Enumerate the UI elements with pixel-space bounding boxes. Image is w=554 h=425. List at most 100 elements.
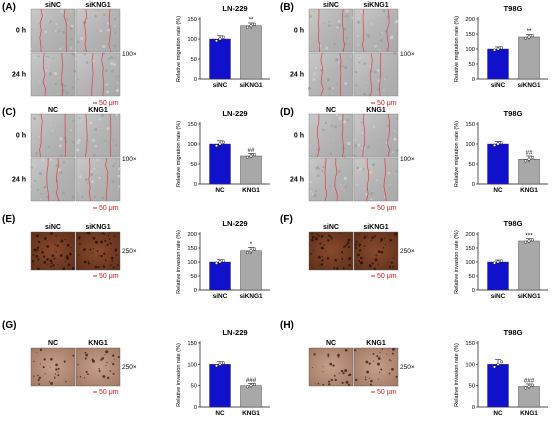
significance-marker: ###: [246, 377, 257, 384]
wound-micrograph: [353, 8, 399, 53]
panel-label: (E): [2, 214, 15, 225]
data-point: [499, 46, 504, 50]
bar: [209, 143, 231, 185]
wound-edge-line: [108, 8, 112, 53]
magnification-label: 250×: [122, 248, 137, 255]
wound-edge-line: [46, 157, 50, 202]
y-tick-label: 150: [187, 246, 197, 252]
scale-bar-label: 50 μm: [99, 389, 119, 396]
bar: [209, 261, 231, 291]
y-tick-label: 0: [194, 405, 197, 411]
significance-marker: ###: [524, 377, 535, 384]
transwell-micrograph: [75, 347, 121, 387]
wound-edge-line: [56, 157, 60, 202]
wound-edge-line: [39, 8, 43, 53]
y-tick-label: 100: [187, 260, 197, 266]
y-tick-label: 50: [191, 384, 197, 390]
group-label: NC: [48, 107, 58, 114]
group-label: siNC: [323, 224, 339, 231]
wound-micrograph: [75, 157, 121, 202]
y-axis-label: Relative invasion rate (%): [176, 230, 182, 294]
group-label: KNG1: [88, 107, 108, 114]
wound-micrograph: [30, 52, 76, 97]
data-point: [523, 386, 528, 390]
panel-label: (A): [2, 2, 16, 13]
panel-label: (G): [2, 320, 16, 331]
x-category-label: KNG1: [520, 410, 538, 417]
x-category-label: KNG1: [242, 187, 260, 194]
data-point: [492, 143, 497, 147]
data-point: [496, 362, 500, 366]
y-tick-label: 0: [194, 182, 197, 188]
scale-bar-label: 50 μm: [99, 100, 119, 107]
bar: [518, 386, 540, 408]
data-point: [499, 259, 504, 263]
wound-edge-line: [109, 113, 112, 158]
data-point: [245, 155, 250, 159]
data-point: [530, 155, 535, 159]
timepoint-label: 24 h: [290, 72, 304, 79]
x-category-label: siKNG1: [239, 293, 263, 300]
group-label: NC: [326, 340, 336, 347]
panel-a: (A) siNC siKNG1 0 h 24 h 100× 50 μm LN-229 Relat…: [2, 2, 270, 107]
wound-edge-line: [61, 52, 64, 97]
bar: [518, 36, 540, 80]
wound-edge-line: [63, 8, 67, 53]
data-point: [249, 24, 253, 28]
wound-edge-line: [339, 52, 342, 97]
data-point: [252, 382, 257, 387]
scale-bar-label: 50 μm: [377, 100, 397, 107]
data-point: [214, 144, 219, 148]
timepoint-label: 0 h: [16, 28, 26, 35]
x-category-label: NC: [493, 410, 503, 417]
magnification-label: 250×: [122, 364, 137, 371]
data-point: [218, 362, 222, 366]
bar: [487, 143, 509, 185]
group-label: siNC: [45, 2, 61, 9]
chart-title: LN-229: [222, 328, 247, 337]
wound-edge-line: [105, 157, 109, 202]
y-tick-label: 100: [187, 142, 197, 148]
timepoint-label: 0 h: [294, 133, 304, 140]
data-point: [252, 153, 257, 157]
chart-title: T98G: [504, 4, 523, 13]
bar: [209, 364, 231, 408]
y-tick-label: 100: [465, 260, 475, 266]
y-tick-label: 0: [194, 77, 197, 83]
x-category-label: siKNG1: [239, 82, 263, 89]
wound-edge-line: [366, 157, 369, 202]
data-point: [245, 385, 250, 389]
y-tick-label: 150: [465, 122, 475, 128]
transwell-micrograph: [353, 347, 399, 387]
group-label: NC: [326, 107, 336, 114]
data-point: [214, 261, 219, 265]
magnification-label: 100×: [122, 51, 137, 58]
y-tick-label: 200: [465, 17, 475, 23]
wound-micrograph: [75, 8, 121, 53]
wound-edge-line: [369, 52, 373, 97]
data-point: [492, 365, 497, 369]
bar: [209, 38, 231, 80]
panel-c: (C) NC KNG1 0 h 24 h 100× 50 μm LN-229 Relative …: [2, 107, 270, 212]
timepoint-label: 0 h: [294, 28, 304, 35]
wound-edge-line: [342, 8, 345, 53]
data-point: [496, 260, 500, 264]
y-tick-label: 200: [187, 232, 197, 238]
timepoint-label: 24 h: [12, 72, 26, 79]
timepoint-label: 24 h: [290, 177, 304, 184]
wound-edge-line: [386, 8, 390, 53]
wound-edge-line: [320, 52, 324, 97]
x-category-label: NC: [215, 410, 225, 417]
y-tick-label: 150: [465, 32, 475, 38]
chart-title: T98G: [504, 109, 523, 118]
panel-d: (D) NC KNG1 0 h 24 h 100× 50 μm T98G Relative mi…: [280, 107, 548, 212]
y-axis-label: Relative invasion rate (%): [454, 230, 460, 294]
wound-micrograph: [308, 113, 354, 158]
y-tick-label: 50: [469, 162, 475, 168]
chart-title: LN-229: [222, 109, 247, 118]
significance-marker: **: [527, 28, 532, 35]
y-tick-label: 50: [469, 62, 475, 68]
y-tick-label: 0: [472, 288, 475, 294]
wound-micrograph: [30, 8, 76, 53]
chart-title: T98G: [504, 219, 523, 228]
